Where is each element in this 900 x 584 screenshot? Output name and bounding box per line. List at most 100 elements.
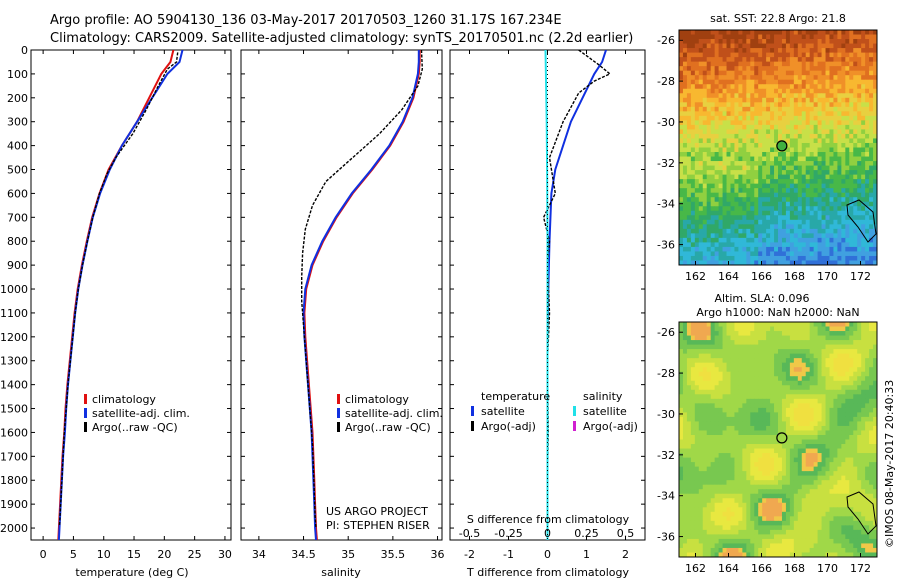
map-cell [695, 220, 699, 225]
map-cell [790, 376, 794, 381]
map-cell [738, 89, 742, 94]
map-cell [687, 148, 691, 153]
map-cell [841, 166, 845, 171]
map-cell [683, 256, 687, 261]
map-cell [691, 358, 695, 363]
map-cell [695, 476, 699, 481]
map-cell [730, 367, 734, 372]
map-cell [703, 430, 707, 435]
map-cell [790, 363, 794, 368]
map-cell [770, 175, 774, 180]
map-cell [699, 390, 703, 395]
map-cell [707, 71, 711, 76]
map-cell [734, 462, 738, 467]
map-cell [857, 53, 861, 58]
map-cell [758, 161, 762, 166]
map-cell [849, 35, 853, 40]
map-cell [802, 430, 806, 435]
map-cell [841, 331, 845, 336]
map-cell [703, 471, 707, 476]
map-cell [770, 394, 774, 399]
map-cell [762, 412, 766, 417]
map-cell [711, 220, 715, 225]
map-cell [679, 148, 683, 153]
map-cell [837, 503, 841, 508]
map-cell [782, 188, 786, 193]
map-cell [679, 358, 683, 363]
map-cell [679, 211, 683, 216]
map-cell [794, 467, 798, 472]
map-cell [869, 327, 873, 332]
map-cell [699, 170, 703, 175]
map-cell [849, 367, 853, 372]
map-cell [734, 120, 738, 125]
map-cell [837, 367, 841, 372]
map-cell [857, 129, 861, 134]
map-cell [829, 161, 833, 166]
map-cell [806, 134, 810, 139]
map-cell [734, 80, 738, 85]
map-cell [794, 84, 798, 89]
map-cell [738, 453, 742, 458]
map-cell [746, 449, 750, 454]
map-cell [790, 372, 794, 377]
map-cell [679, 161, 683, 166]
legend-title-salinity: salinity [583, 390, 623, 403]
map-cell [869, 412, 873, 417]
map-cell [679, 57, 683, 62]
map-cell [849, 363, 853, 368]
map-cell [853, 367, 857, 372]
map-cell [750, 385, 754, 390]
map-cell [683, 39, 687, 44]
sla-map-title-line2: Argo h1000: NaN h2000: NaN [696, 306, 859, 319]
map-cell [810, 403, 814, 408]
map-cell [738, 256, 742, 261]
x-tick-label: 1 [583, 548, 590, 561]
map-cell [790, 476, 794, 481]
map-cell [810, 148, 814, 153]
map-cell [853, 80, 857, 85]
map-cell [818, 93, 822, 98]
map-cell [826, 322, 830, 327]
map-cell [766, 256, 770, 261]
map-cell [719, 327, 723, 332]
map-cell [841, 449, 845, 454]
map-cell [699, 215, 703, 220]
map-cell [707, 197, 711, 202]
map-cell [715, 462, 719, 467]
map-cell [849, 476, 853, 481]
map-cell [782, 111, 786, 116]
map-cell [829, 507, 833, 512]
map-cell [841, 39, 845, 44]
map-cell [762, 480, 766, 485]
map-cell [798, 202, 802, 207]
map-cell [845, 39, 849, 44]
map-cell [719, 53, 723, 58]
map-cell [738, 53, 742, 58]
map-cell [814, 390, 818, 395]
map-cell [790, 44, 794, 49]
map-cell [818, 242, 822, 247]
map-cell [865, 449, 869, 454]
map-cell [754, 202, 758, 207]
map-cell [782, 485, 786, 490]
map-cell [790, 385, 794, 390]
map-cell [766, 498, 770, 503]
map-cell [778, 157, 782, 162]
map-cell [869, 381, 873, 386]
map-cell [778, 53, 782, 58]
map-cell [742, 345, 746, 350]
map-cell [774, 485, 778, 490]
map-cell [746, 184, 750, 189]
map-cell [857, 233, 861, 238]
map-cell [723, 98, 727, 103]
map-cell [822, 148, 826, 153]
map-cell [774, 322, 778, 327]
map-cell [699, 476, 703, 481]
map-cell [806, 71, 810, 76]
map-cell [727, 215, 731, 220]
map-cell [723, 44, 727, 49]
map-cell [711, 66, 715, 71]
map-cell [861, 381, 865, 386]
map-cell [719, 80, 723, 85]
